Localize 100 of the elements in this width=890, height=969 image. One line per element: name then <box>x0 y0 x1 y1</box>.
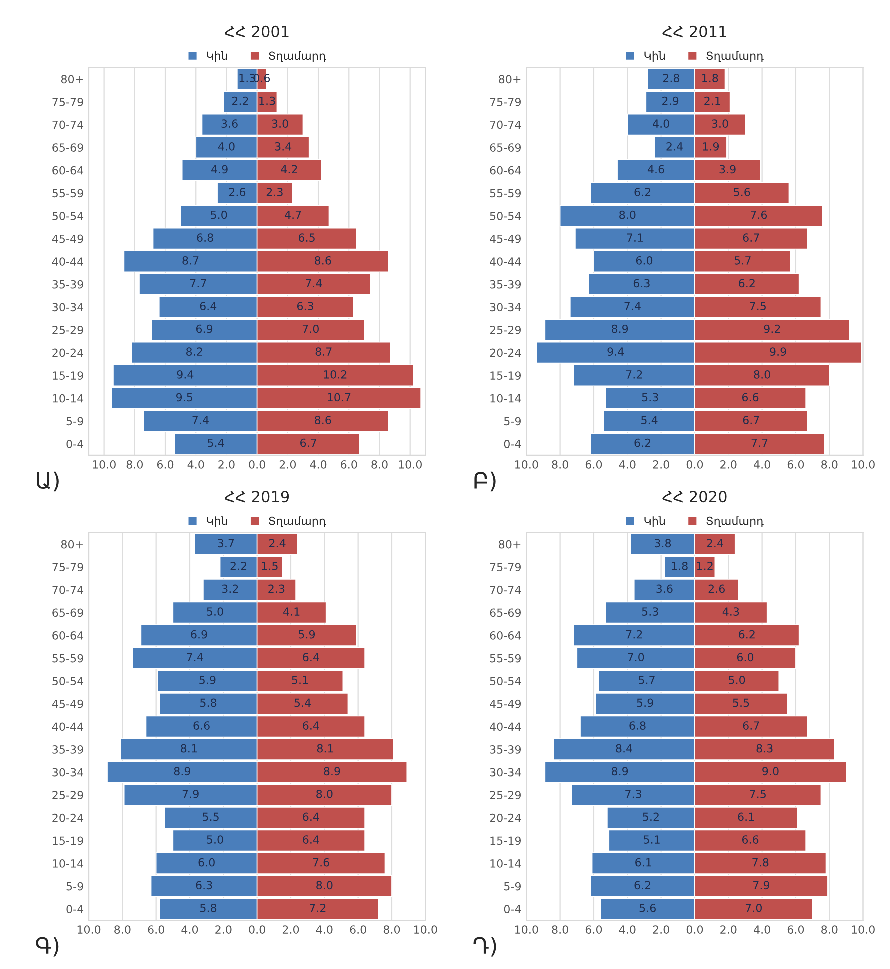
y-tick-label: 20-24 <box>52 348 84 358</box>
y-tick-label: 20-24 <box>490 814 522 822</box>
data-label: 2.9 <box>662 96 679 106</box>
data-label: 2.8 <box>663 74 680 82</box>
text: Գ) <box>36 936 59 957</box>
data-label: 5.0 <box>207 608 224 616</box>
data-label: 8.9 <box>612 767 628 776</box>
data-label: 5.0 <box>729 676 746 684</box>
data-label: 10.7 <box>328 393 351 402</box>
data-label: 8.9 <box>174 767 190 776</box>
y-tick-label: 30-34 <box>52 303 84 312</box>
y-tick-label: 30-34 <box>490 303 522 312</box>
data-label: 6.7 <box>743 234 760 242</box>
x-tick-label: 2.0 <box>720 460 737 469</box>
chart-title: ՀՀ 2001 <box>225 26 289 38</box>
data-label: 7.9 <box>754 881 770 890</box>
data-label: 5.5 <box>733 698 750 708</box>
data-label: 7.4 <box>192 416 209 424</box>
x-tick-label: 2.0 <box>280 460 296 469</box>
y-tick-label: 45-49 <box>490 234 522 244</box>
chart-title: ՀՀ 2019 <box>225 491 290 503</box>
data-label: 4.1 <box>284 608 300 616</box>
y-tick-label: 50-54 <box>490 677 522 686</box>
legend-label: Կին <box>644 52 665 62</box>
y-tick-label: 0-4 <box>66 905 84 914</box>
data-label: 6.6 <box>742 393 759 402</box>
data-label: 7.1 <box>627 234 644 242</box>
x-tick-label: 6.0 <box>788 460 804 469</box>
data-label: 1.2 <box>697 562 713 570</box>
data-label: 3.6 <box>222 120 238 128</box>
y-tick-label: 75-79 <box>52 563 84 572</box>
data-label: 6.7 <box>743 722 760 730</box>
data-label: 6.8 <box>197 234 214 242</box>
y-tick-label: 25-29 <box>52 791 84 800</box>
data-label: 6.7 <box>300 438 316 448</box>
y-tick-label: 0-4 <box>66 440 84 448</box>
y-tick-label: 5-9 <box>66 417 84 426</box>
data-label: 4.2 <box>281 165 298 174</box>
y-tick-label: 40-44 <box>490 258 522 266</box>
data-label: 7.9 <box>182 790 199 798</box>
y-tick-label: 40-44 <box>52 722 84 732</box>
y-tick-label: 70-74 <box>52 120 84 130</box>
data-label: 1.9 <box>703 142 720 151</box>
chart-title: ՀՀ 2011 <box>662 26 726 38</box>
x-tick-label: 6.0 <box>341 460 358 469</box>
data-label: 5.6 <box>734 188 750 196</box>
y-tick-label: 10-14 <box>53 394 84 403</box>
y-tick-label: 15-19 <box>490 372 522 380</box>
data-label: 6.3 <box>634 279 650 288</box>
x-tick-label: 2.0 <box>720 926 737 934</box>
data-label: 2.3 <box>266 188 283 196</box>
x-tick-label: 2.0 <box>216 926 232 934</box>
data-label: 5.9 <box>299 630 316 639</box>
legend-label: Կին <box>644 516 665 528</box>
data-label: 3.7 <box>218 539 234 548</box>
data-label: 5.4 <box>294 698 311 708</box>
y-tick-label: 15-19 <box>490 836 522 846</box>
data-label: 6.2 <box>739 279 755 288</box>
data-label: 9.2 <box>764 324 780 334</box>
x-tick-label: 6.0 <box>788 926 804 934</box>
y-tick-label: 35-39 <box>490 280 522 289</box>
data-label: 8.1 <box>181 744 197 753</box>
data-label: 8.7 <box>316 348 332 356</box>
data-label: 2.2 <box>230 562 247 570</box>
x-tick-label: 2.0 <box>218 460 235 469</box>
x-tick-label: 8.0 <box>372 460 388 469</box>
x-tick-label: 2.0 <box>282 926 300 934</box>
text: Ա) <box>37 472 59 492</box>
data-label: 7.3 <box>626 790 642 798</box>
y-tick-label: 10-14 <box>490 394 522 403</box>
data-label: 5.0 <box>211 210 228 220</box>
y-tick-label: 25-29 <box>490 791 522 800</box>
data-label: 8.0 <box>316 790 333 798</box>
x-tick-label: 4.0 <box>754 926 770 934</box>
data-label: 4.3 <box>722 608 740 616</box>
y-tick-label: 30-34 <box>52 768 84 777</box>
y-tick-label: 15-19 <box>53 372 84 380</box>
data-label: 2.6 <box>708 584 725 594</box>
data-label: 4.6 <box>648 165 664 174</box>
data-label: 7.0 <box>302 324 319 334</box>
y-tick-label: 60-64 <box>52 166 84 175</box>
y-tick-label: 55-59 <box>490 189 522 198</box>
data-label: 9.4 <box>608 348 624 356</box>
data-label: 5.1 <box>644 836 660 844</box>
data-label: 6.0 <box>636 256 653 265</box>
y-tick-label: 35-39 <box>52 746 84 754</box>
data-label: 5.8 <box>200 698 217 708</box>
data-label: 6.7 <box>743 416 760 424</box>
x-tick-label: 8.0 <box>126 460 144 469</box>
data-label: 2.6 <box>229 188 246 196</box>
data-label: 6.0 <box>737 653 754 662</box>
data-label: 6.2 <box>634 881 651 890</box>
data-label: 5.2 <box>643 812 659 822</box>
x-tick-label: 4.0 <box>316 926 333 934</box>
data-label: 9.4 <box>177 370 194 379</box>
data-label: 4.0 <box>218 142 235 151</box>
data-label: 6.3 <box>196 881 212 890</box>
x-tick-label: 8.0 <box>552 460 568 469</box>
y-tick-label: 5-9 <box>504 882 522 891</box>
data-label: 3.0 <box>272 120 288 128</box>
